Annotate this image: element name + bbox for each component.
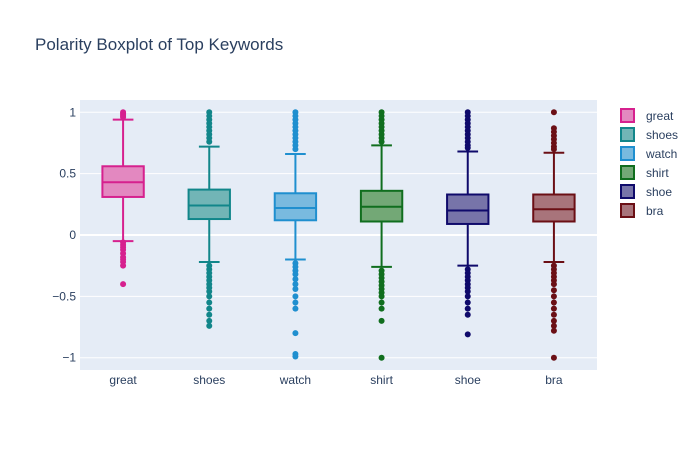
legend-label: great	[646, 109, 674, 123]
legend-item-shoe: shoe	[620, 184, 672, 199]
legend: great shoes watch shirt shoe bra	[620, 108, 678, 218]
outlier-point	[206, 305, 213, 312]
legend-item-bra: bra	[620, 203, 664, 218]
iqr-box	[446, 193, 490, 225]
outlier-point	[206, 311, 213, 318]
box-group-shirt	[359, 109, 404, 361]
x-tick-label: shoe	[455, 373, 481, 387]
outlier-point	[464, 288, 471, 295]
outlier-point	[206, 138, 213, 145]
legend-item-great: great	[620, 108, 674, 123]
outlier-point	[292, 293, 299, 300]
iqr-box	[187, 188, 231, 221]
outlier-point	[378, 354, 385, 361]
outlier-point	[550, 293, 557, 300]
outlier-point	[464, 293, 471, 300]
outlier-point	[464, 331, 471, 338]
chart-title: Polarity Boxplot of Top Keywords	[35, 35, 283, 54]
x-tick-label: shoes	[193, 373, 225, 387]
outlier-point	[206, 288, 213, 295]
legend-swatch	[620, 203, 635, 218]
box-group-shoe	[446, 109, 490, 338]
x-tick-label: watch	[279, 373, 311, 387]
outlier-point	[206, 322, 213, 329]
outlier-point	[378, 299, 385, 306]
outlier-point	[292, 305, 299, 312]
outlier-point	[292, 299, 299, 306]
y-tick-label: −1	[62, 351, 76, 365]
outlier-point	[464, 305, 471, 312]
outlier-point	[378, 317, 385, 324]
legend-label: watch	[645, 147, 677, 161]
legend-item-shoes: shoes	[620, 127, 678, 142]
outlier-point	[206, 293, 213, 300]
outlier-point	[550, 281, 557, 288]
legend-swatch	[620, 127, 635, 142]
outlier-point	[292, 353, 299, 360]
outlier-point	[550, 287, 557, 294]
outlier-point	[550, 146, 557, 153]
outlier-point	[550, 317, 557, 324]
y-tick-label: −0.5	[52, 289, 76, 303]
outlier-point	[550, 299, 557, 306]
legend-swatch	[620, 184, 635, 199]
legend-swatch	[620, 108, 635, 123]
box-group-shoes	[187, 109, 231, 329]
outlier-point	[292, 271, 299, 278]
x-tick-label: great	[109, 373, 137, 387]
outlier-point	[292, 281, 299, 288]
x-tick-label: shirt	[370, 373, 393, 387]
outlier-point	[550, 354, 557, 361]
y-tick-label: 0	[69, 228, 76, 242]
outlier-point	[550, 109, 557, 116]
outlier-point	[464, 144, 471, 151]
outlier-point	[120, 281, 127, 288]
iqr-box	[273, 192, 318, 222]
outlier-point	[550, 305, 557, 312]
outlier-point	[378, 305, 385, 312]
y-tick-label: 1	[69, 105, 76, 119]
box-group-great	[101, 109, 145, 288]
outlier-point	[464, 299, 471, 306]
x-tick-label: bra	[545, 373, 563, 387]
outlier-point	[378, 138, 385, 145]
plot-area: 1 0.5 0 −0.5 −1 great shoes watch shirt shoe bra	[52, 100, 597, 387]
iqr-box	[532, 193, 576, 223]
outlier-point	[120, 114, 127, 121]
legend-label: shoes	[646, 128, 678, 142]
legend-item-watch: watch	[620, 146, 677, 161]
outlier-point	[378, 293, 385, 300]
legend-item-shirt: shirt	[620, 165, 669, 180]
outlier-point	[550, 311, 557, 318]
legend-swatch	[620, 165, 635, 180]
legend-label: shoe	[646, 185, 672, 199]
y-tick-label: 0.5	[59, 167, 76, 181]
outlier-point	[206, 299, 213, 306]
outlier-point	[292, 330, 299, 337]
legend-swatch	[620, 146, 635, 161]
box-group-watch	[273, 109, 318, 360]
outlier-point	[464, 311, 471, 318]
outlier-point	[292, 286, 299, 292]
outlier-point	[550, 322, 557, 329]
outlier-point	[120, 262, 127, 269]
outlier-point	[550, 327, 557, 334]
legend-label: shirt	[646, 166, 669, 180]
outlier-point	[292, 276, 299, 283]
legend-label: bra	[646, 204, 664, 218]
outlier-point	[292, 146, 299, 153]
outlier-point	[206, 317, 213, 324]
box-group-bra	[532, 109, 576, 361]
